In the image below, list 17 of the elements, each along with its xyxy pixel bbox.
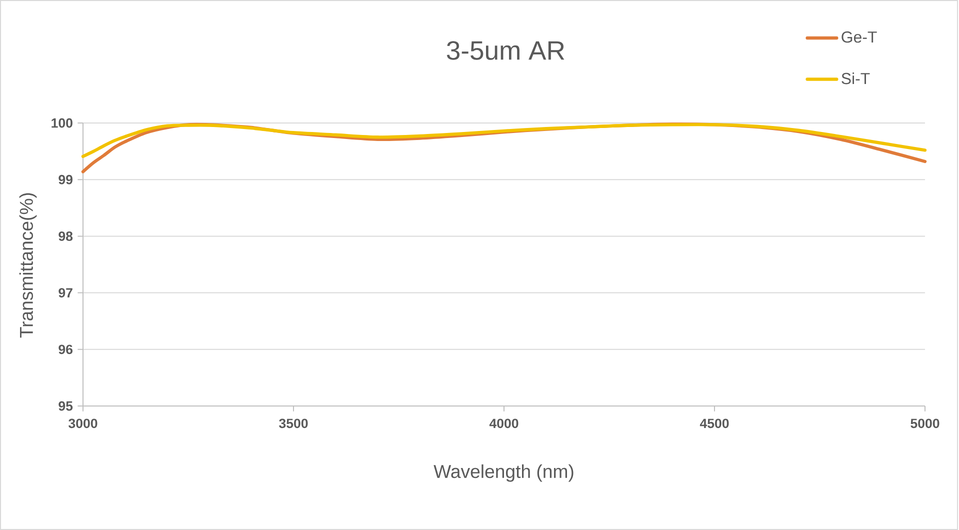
x-tick-label: 3500 (279, 418, 308, 428)
y-tick-label: 97 (58, 288, 72, 298)
x-tick-label: 3000 (68, 418, 98, 428)
x-tick-label: 4500 (700, 418, 729, 428)
y-tick-label: 98 (58, 232, 73, 241)
legend-label: Ge-T (842, 31, 877, 43)
y-axis-title: Transmittance(%) (19, 193, 37, 338)
y-tick-label: 100 (52, 118, 72, 128)
x-tick-label: 4000 (489, 418, 518, 428)
y-tick-label: 95 (58, 401, 73, 411)
x-tick-label: 5000 (910, 418, 940, 428)
chart-title: 3-5um AR (446, 41, 564, 60)
line-series (81, 122, 927, 158)
y-tick-label: 99 (58, 174, 72, 184)
legend-label: Si-T (842, 72, 870, 84)
x-axis-title: Wavelength (nm) (434, 464, 574, 482)
y-tick-label: 96 (58, 344, 72, 354)
